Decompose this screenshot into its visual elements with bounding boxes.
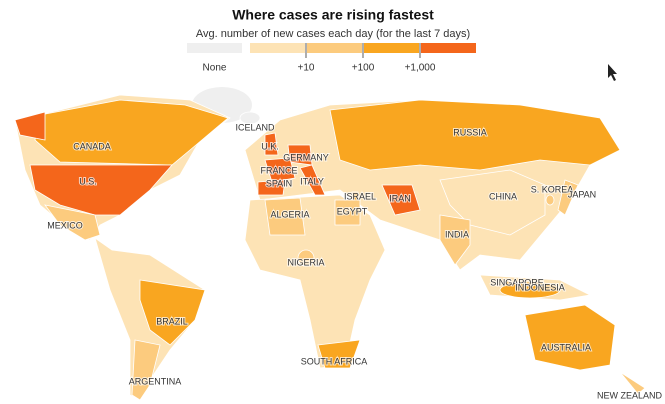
country-label: BRAZIL [156,316,188,326]
legend-swatch [250,43,305,53]
country-shape [299,164,326,196]
country-shape [131,339,161,401]
country-shape [297,249,315,267]
country-shape [619,371,646,395]
legend-label: +1,000 [405,63,436,74]
country-shape [44,204,101,241]
country-label: MEXICO [47,220,83,230]
country-label: RUSSIA [453,127,487,137]
country-label: FRANCE [260,165,297,175]
country-label: ICELAND [235,122,275,132]
africa [244,194,386,369]
country-shape [545,194,555,206]
mouse-cursor [608,64,617,81]
country-shape [439,214,471,266]
country-label: INDONESIA [515,282,565,292]
country-shape [264,157,296,183]
country-shape [381,184,421,216]
country-shape [34,99,229,166]
country-label: INDIA [445,229,469,239]
legend-label: +100 [352,63,375,74]
country-label: IRAN [389,193,411,203]
country-shape [524,304,616,371]
world-map [14,64,646,401]
country-label: ISRAEL [344,191,376,201]
country-shape [499,281,561,299]
country-label: JAPAN [568,189,596,199]
country-label: SPAIN [266,178,292,188]
country-label: CANADA [73,141,111,151]
legend-label: None [203,63,227,74]
legend: None +10 +100 +1,000 [187,43,476,74]
country-shape [439,169,546,236]
country-label: S. KOREA [531,184,574,194]
country-shape [257,179,286,196]
country-shape [264,197,306,236]
country-label: GERMANY [283,152,329,162]
country-label: U.K. [261,141,279,151]
country-shape [14,111,46,141]
country-shape [29,164,173,216]
country-label: AUSTRALIA [541,342,591,352]
country-label: ALGERIA [270,209,309,219]
country-shape [557,179,579,216]
country-shape [139,279,206,346]
country-shape [264,132,279,156]
legend-swatch [364,43,419,53]
country-label: ARGENTINA [129,376,182,386]
country-label: SOUTH AFRICA [301,356,368,366]
country-label: SINGAPORE [490,277,544,287]
subtitle: Avg. number of new cases each day (for t… [196,28,470,40]
legend-label: +10 [298,63,315,74]
legend-swatch [187,43,242,53]
country-label: CHINA [489,191,517,201]
legend-swatch [307,43,362,53]
title: Where cases are rising fastest [232,7,434,23]
country-labels: CANADA U.S. MEXICO BRAZIL ARGENTINA ICELAND U.… [46,121,663,401]
country-shape [239,111,261,125]
country-label: U.S. [79,176,97,186]
country-shape [334,199,361,226]
country-label: NIGERIA [287,257,324,267]
country-shape [317,339,361,369]
country-shape [329,99,621,171]
country-label: ITALY [300,176,324,186]
legend-swatch [421,43,476,53]
country-label: EGYPT [337,206,368,216]
country-label: NEW ZEALAND [597,390,663,400]
